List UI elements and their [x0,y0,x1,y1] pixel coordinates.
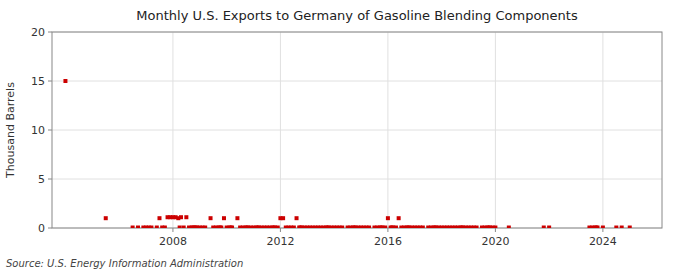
point [276,226,280,228]
x-tick [387,228,388,232]
y-tick-label: 15 [31,75,45,88]
x-grid-line [495,32,496,228]
point [601,226,605,228]
x-tick [172,228,173,232]
point [182,226,186,228]
point [493,226,497,228]
x-tick-label: 2012 [266,235,294,248]
point [547,226,551,228]
y-grid-line [52,179,662,180]
point [367,226,371,228]
x-tick-label: 2016 [374,235,402,248]
point [386,216,390,220]
point [209,216,213,220]
point [542,226,546,228]
y-tick [48,179,52,180]
point [292,226,296,228]
x-grid-line [172,32,173,228]
point [131,226,135,228]
point [383,226,387,228]
point [281,216,285,220]
x-tick [280,228,281,232]
point [104,216,108,220]
point [179,215,183,219]
x-tick-label: 2008 [159,235,187,248]
point [230,226,234,228]
point [163,226,167,228]
y-tick-label: 0 [38,222,45,235]
y-axis-label: Thousand Barrels [4,82,17,179]
x-grid-line [602,32,603,228]
y-tick-label: 5 [38,173,45,186]
title: Monthly U.S. Exports to Germany of Gasol… [136,8,578,23]
point [394,226,398,228]
point [596,226,600,228]
y-tick [48,228,52,229]
y-tick-label: 20 [31,26,45,39]
point [63,79,67,83]
x-grid-line [387,32,388,228]
point [421,226,425,228]
point [155,226,159,228]
point [222,216,226,220]
y-grid-line [52,130,662,131]
y-tick [48,81,52,82]
point [295,216,299,220]
point [620,226,624,228]
x-tick-label: 2020 [481,235,509,248]
x-tick [602,228,603,232]
point [149,226,153,228]
points [63,79,631,228]
chart-container: 0 5 10 15 20 2008 2012 2016 2020 2024 Monthly U.S.… [0,0,675,275]
point [136,226,140,228]
point [507,226,511,228]
point [235,216,239,220]
point [219,226,223,228]
point [397,216,401,220]
point [203,226,207,228]
plot-frame [52,32,662,228]
x-tick [495,228,496,232]
y-grid-line [52,81,662,82]
point [614,226,618,228]
point [178,226,182,228]
y-tick [48,32,52,33]
point [184,215,188,219]
y-tick-label: 10 [31,124,45,137]
source-text: Source: U.S. Energy Information Administ… [6,258,243,269]
point [628,226,632,228]
x-grid-line [280,32,281,228]
chart: 0 5 10 15 20 2008 2012 2016 2020 2024 Monthly U.S.… [0,0,675,275]
point [340,226,344,228]
point [157,216,161,220]
x-tick-label: 2024 [589,235,617,248]
plot-background [52,32,662,228]
point [475,226,479,228]
y-tick [48,130,52,131]
